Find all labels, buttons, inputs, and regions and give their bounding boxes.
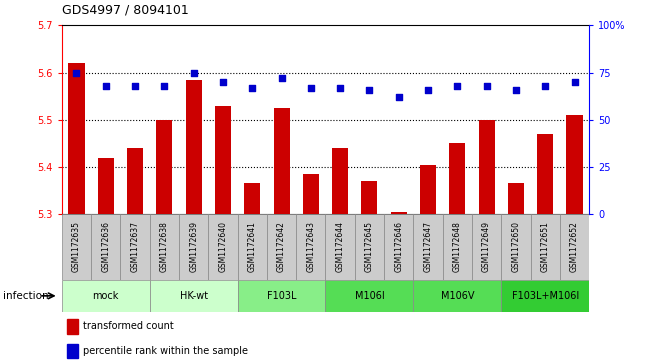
Bar — [478, 120, 495, 214]
Point — [247, 85, 257, 91]
Bar — [501, 214, 531, 280]
Text: infection: infection — [3, 291, 49, 301]
Bar — [391, 212, 407, 214]
Bar — [531, 214, 560, 280]
Bar — [296, 214, 326, 280]
Bar — [179, 214, 208, 280]
Text: GSM1172646: GSM1172646 — [395, 221, 403, 272]
Text: GSM1172643: GSM1172643 — [307, 221, 315, 272]
Bar — [420, 164, 436, 214]
Point — [100, 83, 111, 89]
Bar — [508, 183, 524, 214]
Bar — [238, 280, 326, 312]
Point — [305, 85, 316, 91]
Point — [335, 85, 345, 91]
Bar — [127, 148, 143, 214]
Bar — [68, 63, 85, 214]
Point — [510, 87, 521, 93]
Point — [130, 83, 140, 89]
Text: GDS4997 / 8094101: GDS4997 / 8094101 — [62, 3, 189, 16]
Point — [71, 70, 82, 76]
Text: GSM1172650: GSM1172650 — [512, 221, 520, 272]
Point — [393, 94, 404, 100]
Text: GSM1172649: GSM1172649 — [482, 221, 491, 272]
Bar — [208, 214, 238, 280]
Bar — [332, 148, 348, 214]
Bar — [443, 214, 472, 280]
Text: percentile rank within the sample: percentile rank within the sample — [83, 346, 248, 356]
Text: GSM1172639: GSM1172639 — [189, 221, 198, 272]
Bar — [67, 319, 77, 334]
Text: GSM1172637: GSM1172637 — [131, 221, 139, 272]
Bar — [501, 280, 589, 312]
Point — [276, 76, 286, 81]
Bar — [98, 158, 114, 214]
Bar — [186, 79, 202, 214]
Bar — [566, 115, 583, 214]
Text: mock: mock — [92, 291, 119, 301]
Bar — [449, 143, 465, 214]
Text: GSM1172638: GSM1172638 — [160, 221, 169, 272]
Point — [159, 83, 169, 89]
Bar — [537, 134, 553, 214]
Text: GSM1172648: GSM1172648 — [453, 221, 462, 272]
Bar — [267, 214, 296, 280]
Text: HK-wt: HK-wt — [180, 291, 208, 301]
Point — [452, 83, 462, 89]
Point — [569, 79, 579, 85]
Bar — [62, 214, 91, 280]
Bar — [244, 183, 260, 214]
Bar — [355, 214, 384, 280]
Text: GSM1172636: GSM1172636 — [102, 221, 110, 272]
Bar — [62, 280, 150, 312]
Bar — [67, 344, 77, 358]
Text: M106I: M106I — [355, 291, 384, 301]
Bar — [215, 106, 231, 214]
Bar — [303, 174, 319, 214]
Text: GSM1172642: GSM1172642 — [277, 221, 286, 272]
Bar — [472, 214, 501, 280]
Point — [364, 87, 374, 93]
Bar — [413, 280, 501, 312]
Text: F103L: F103L — [267, 291, 296, 301]
Point — [540, 83, 550, 89]
Bar — [91, 214, 120, 280]
Text: M106V: M106V — [441, 291, 474, 301]
Bar — [326, 280, 413, 312]
Point — [423, 87, 434, 93]
Text: GSM1172651: GSM1172651 — [541, 221, 549, 272]
Point — [217, 79, 228, 85]
Bar — [273, 108, 290, 214]
Text: GSM1172645: GSM1172645 — [365, 221, 374, 272]
Text: F103L+M106I: F103L+M106I — [512, 291, 579, 301]
Text: GSM1172652: GSM1172652 — [570, 221, 579, 272]
Text: GSM1172640: GSM1172640 — [219, 221, 227, 272]
Text: GSM1172644: GSM1172644 — [336, 221, 344, 272]
Bar — [150, 214, 179, 280]
Bar — [384, 214, 413, 280]
Bar — [120, 214, 150, 280]
Text: GSM1172641: GSM1172641 — [248, 221, 256, 272]
Bar — [156, 120, 173, 214]
Bar — [150, 280, 238, 312]
Text: transformed count: transformed count — [83, 321, 174, 331]
Text: GSM1172647: GSM1172647 — [424, 221, 432, 272]
Bar — [238, 214, 267, 280]
Bar — [413, 214, 443, 280]
Text: GSM1172635: GSM1172635 — [72, 221, 81, 272]
Bar — [560, 214, 589, 280]
Point — [188, 70, 199, 76]
Bar — [326, 214, 355, 280]
Point — [481, 83, 492, 89]
Bar — [361, 181, 378, 214]
